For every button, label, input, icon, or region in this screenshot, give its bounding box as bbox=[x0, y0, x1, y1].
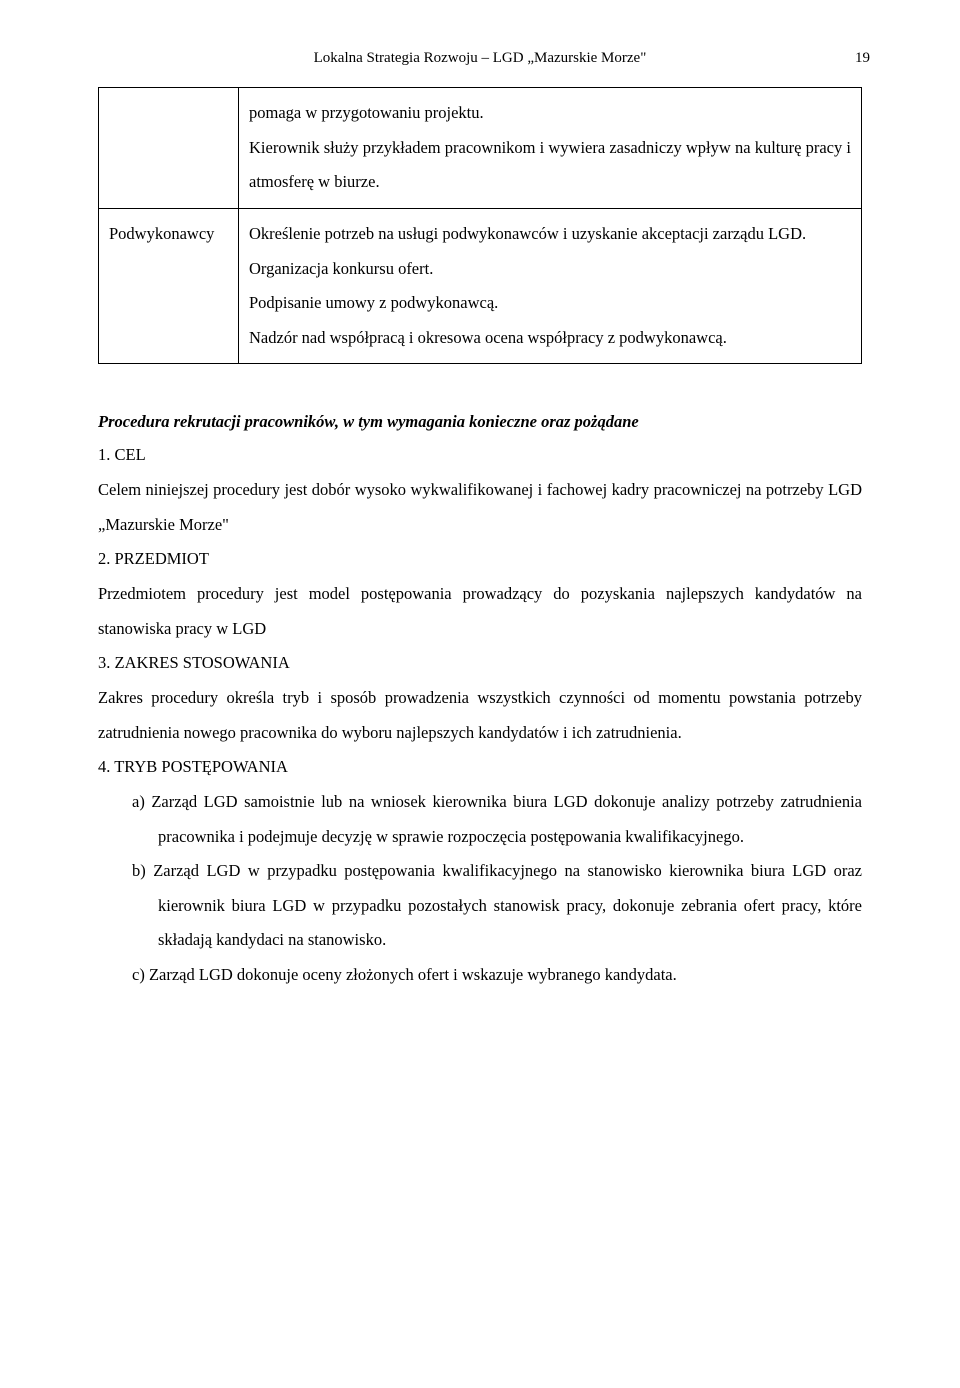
heading-cel: 1. CEL bbox=[98, 438, 862, 473]
body-text: Zakres procedury określa tryb i sposób p… bbox=[98, 681, 862, 750]
list-item: b) Zarząd LGD w przypadku postępowania k… bbox=[98, 854, 862, 958]
table-row: Podwykonawcy Określenie potrzeb na usług… bbox=[99, 208, 862, 364]
table-cell: Podwykonawcy bbox=[99, 208, 239, 364]
page-header: Lokalna Strategia Rozwoju – LGD „Mazursk… bbox=[98, 50, 862, 67]
table-cell bbox=[99, 88, 239, 209]
list-item: a) Zarząd LGD samoistnie lub na wniosek … bbox=[98, 785, 862, 854]
page-number: 19 bbox=[855, 50, 870, 67]
heading-zakres: 3. ZAKRES STOSOWANIA bbox=[98, 646, 862, 681]
heading-tryb: 4. TRYB POSTĘPOWANIA bbox=[98, 750, 862, 785]
list-item: c) Zarząd LGD dokonuje oceny złożonych o… bbox=[98, 958, 862, 993]
table-row: pomaga w przygotowaniu projektu. Kierown… bbox=[99, 88, 862, 209]
heading-przedmiot: 2. PRZEDMIOT bbox=[98, 542, 862, 577]
body-text: Przedmiotem procedury jest model postępo… bbox=[98, 577, 862, 646]
table-cell: pomaga w przygotowaniu projektu. Kierown… bbox=[239, 88, 862, 209]
section-title: Procedura rekrutacji pracowników, w tym … bbox=[98, 412, 862, 432]
body-text: Celem niniejszej procedury jest dobór wy… bbox=[98, 473, 862, 542]
responsibilities-table: pomaga w przygotowaniu projektu. Kierown… bbox=[98, 87, 862, 364]
table-cell: Określenie potrzeb na usługi podwykonawc… bbox=[239, 208, 862, 364]
